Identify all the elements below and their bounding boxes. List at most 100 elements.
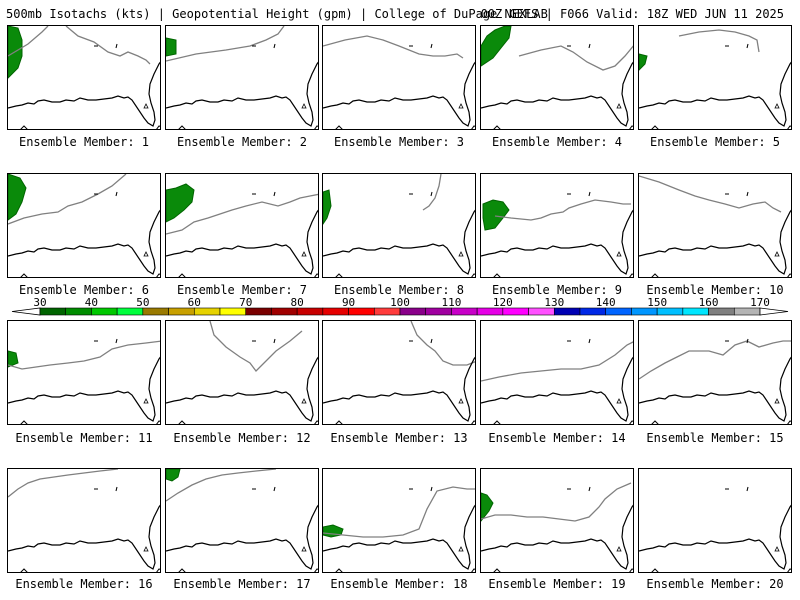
lake-marker xyxy=(273,43,276,49)
colorbar-swatch xyxy=(373,307,401,316)
lake-marker xyxy=(588,338,591,344)
map-graphic xyxy=(323,321,475,424)
lake-marker xyxy=(616,251,622,257)
coastline xyxy=(493,568,501,572)
coastline xyxy=(8,356,160,422)
ensemble-map-panel xyxy=(322,320,476,425)
ensemble-map-panel xyxy=(7,25,161,130)
ensemble-map-panel xyxy=(7,320,161,425)
isotach-shading xyxy=(481,492,494,522)
ensemble-member-label: Ensemble Member: 19 xyxy=(488,577,626,591)
ensemble-member-label: Ensemble Member: 6 xyxy=(18,283,150,297)
height-contour xyxy=(481,341,633,382)
coastline xyxy=(166,209,318,275)
colorbar-swatch xyxy=(708,307,735,316)
coastline xyxy=(156,420,160,424)
lake-marker xyxy=(273,338,276,344)
height-contour xyxy=(518,45,633,71)
coastline xyxy=(323,209,475,275)
ensemble-member-label: Ensemble Member: 17 xyxy=(173,577,311,591)
coastline xyxy=(481,356,633,422)
ensemble-member-label: Ensemble Member: 4 xyxy=(491,135,623,149)
lake-marker xyxy=(301,251,307,257)
lake-marker xyxy=(115,191,118,197)
map-graphic xyxy=(481,482,633,572)
coastline xyxy=(481,61,633,127)
lake-marker xyxy=(588,486,591,492)
lake-marker xyxy=(746,43,749,49)
map-graphic xyxy=(8,174,160,277)
lake-marker xyxy=(746,191,749,197)
height-contour xyxy=(8,174,127,225)
ensemble-member-label: Ensemble Member: 2 xyxy=(176,135,308,149)
lake-marker xyxy=(430,43,433,49)
colorbar-swatch xyxy=(296,307,324,316)
colorbar-swatch xyxy=(553,307,581,316)
coastline xyxy=(639,504,791,570)
map-graphic xyxy=(481,26,633,129)
ensemble-map-panel xyxy=(7,173,161,278)
height-contour xyxy=(678,29,760,53)
coastline xyxy=(8,61,160,127)
colorbar-tick-label: 120 xyxy=(493,297,513,309)
map-graphic xyxy=(8,338,160,424)
colorbar-swatch xyxy=(168,307,195,316)
coastline xyxy=(178,568,186,572)
coastline xyxy=(471,568,475,572)
lake-marker xyxy=(115,43,118,49)
ensemble-member-label: Ensemble Member: 8 xyxy=(333,283,465,297)
map-graphic xyxy=(323,174,475,277)
coastline xyxy=(493,420,501,424)
ensemble-member-label: Ensemble Member: 14 xyxy=(488,431,626,445)
ensemble-member-label: Ensemble Member: 20 xyxy=(646,577,784,591)
lake-marker xyxy=(273,191,276,197)
lake-marker xyxy=(746,486,749,492)
map-graphic xyxy=(481,338,633,424)
coastline xyxy=(471,420,475,424)
map-graphic xyxy=(639,175,791,277)
map-graphic xyxy=(8,469,160,572)
ensemble-map-panel xyxy=(480,25,634,130)
map-graphic xyxy=(481,191,633,277)
colorbar-tick-label: 90 xyxy=(342,297,355,309)
map-graphic xyxy=(639,338,791,424)
coastline xyxy=(629,273,633,277)
colorbar-tick-label: 70 xyxy=(239,297,252,309)
colorbar-swatch xyxy=(451,307,478,316)
map-graphic xyxy=(639,29,791,129)
coastline xyxy=(156,273,160,277)
ensemble-member-label: Ensemble Member: 15 xyxy=(646,431,784,445)
coastline xyxy=(314,125,318,129)
height-contour xyxy=(8,340,160,370)
colorbar-swatch xyxy=(39,307,67,316)
isotach-shading xyxy=(8,174,27,221)
map-graphic xyxy=(166,26,318,129)
coastline xyxy=(787,125,791,129)
height-contour xyxy=(8,26,151,65)
ensemble-map-panel xyxy=(165,25,319,130)
colorbar-tick-label: 50 xyxy=(136,297,149,309)
colorbar-swatch xyxy=(245,307,272,316)
run-valid-time: 00Z GEFS | F066 Valid: 18Z WED JUN 11 20… xyxy=(480,7,784,21)
ensemble-member-label: Ensemble Member: 16 xyxy=(15,577,153,591)
coastline xyxy=(314,420,318,424)
coastline xyxy=(323,356,475,422)
lake-marker xyxy=(774,398,780,404)
ensemble-map-panel xyxy=(638,25,792,130)
colorbar-tick-label: 130 xyxy=(544,297,564,309)
isotach-shading xyxy=(639,53,648,71)
lake-marker xyxy=(301,398,307,404)
colorbar-tick-label: 110 xyxy=(441,297,461,309)
coastline xyxy=(787,420,791,424)
ensemble-member-label: Ensemble Member: 11 xyxy=(15,431,153,445)
colorbar-tick-label: 140 xyxy=(596,297,616,309)
map-graphic xyxy=(166,183,318,277)
colorbar-swatch xyxy=(605,307,632,316)
isotach-shading xyxy=(166,183,195,223)
ensemble-map-panel xyxy=(322,25,476,130)
colorbar-swatch xyxy=(399,307,427,316)
coastline xyxy=(335,125,343,129)
ensemble-map-panel xyxy=(165,173,319,278)
coastline xyxy=(335,273,343,277)
lake-marker xyxy=(273,486,276,492)
